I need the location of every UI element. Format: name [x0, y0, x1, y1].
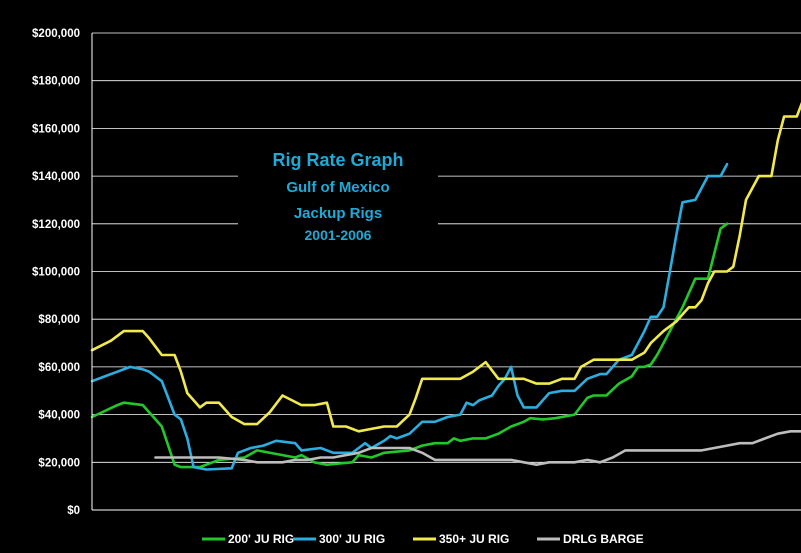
- y-tick-label: $160,000: [32, 123, 80, 135]
- chart-title-block: Rig Rate Graph Gulf of Mexico Jackup Rig…: [238, 150, 438, 252]
- y-tick-label: $180,000: [32, 76, 80, 88]
- legend-label: 350+ JU RIG: [439, 532, 509, 546]
- y-tick-label: $20,000: [38, 457, 80, 469]
- y-tick-label: $40,000: [38, 410, 80, 422]
- y-tick-label: $60,000: [38, 362, 80, 374]
- gridlines: [92, 32, 801, 463]
- series-line-3: [154, 429, 801, 467]
- legend: 200' JU RIG 300' JU RIG 350+ JU RIG DRLG BA…: [202, 532, 644, 546]
- chart-subtitle-rig-type: Jackup Rigs: [294, 205, 382, 222]
- chart-subtitle-region: Gulf of Mexico: [286, 179, 389, 196]
- y-tick-label: $100,000: [32, 267, 80, 279]
- y-tick-label: $80,000: [38, 314, 80, 326]
- series-lines: [90, 101, 801, 471]
- y-tick-label: $120,000: [32, 219, 80, 231]
- series-line-2: [90, 101, 801, 433]
- legend-label: 300' JU RIG: [319, 532, 385, 546]
- chart-subtitle-years: 2001-2006: [305, 227, 372, 243]
- y-tick-label: $0: [67, 505, 80, 517]
- title-background: [238, 172, 438, 252]
- chart-title: Rig Rate Graph: [272, 150, 403, 170]
- y-tick-label: $140,000: [32, 171, 80, 183]
- legend-label: 200' JU RIG: [228, 532, 294, 546]
- legend-label: DRLG BARGE: [563, 532, 644, 546]
- series-line-0: [90, 222, 729, 469]
- y-tick-label: $200,000: [32, 28, 80, 40]
- y-axis-tick-labels: $0 $20,000 $40,000 $60,000 $80,000 $100,000 $1…: [32, 28, 80, 517]
